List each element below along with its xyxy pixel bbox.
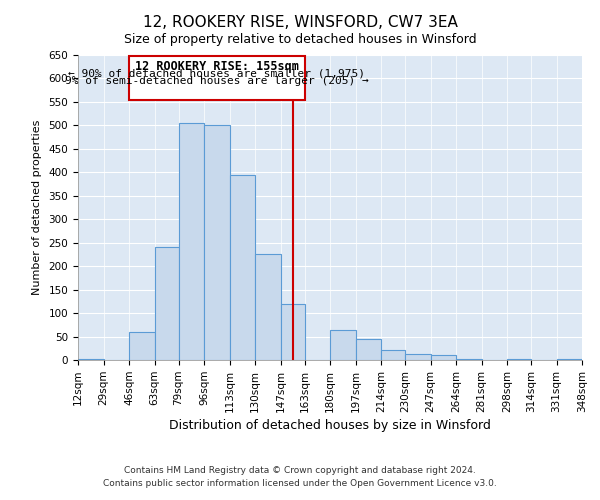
Text: 12 ROOKERY RISE: 155sqm: 12 ROOKERY RISE: 155sqm bbox=[135, 60, 299, 72]
Text: Size of property relative to detached houses in Winsford: Size of property relative to detached ho… bbox=[124, 32, 476, 46]
Bar bbox=[255, 254, 281, 360]
Bar bbox=[355, 339, 381, 360]
Bar bbox=[281, 304, 305, 360]
Text: 12, ROOKERY RISE, WINSFORD, CW7 3EA: 12, ROOKERY RISE, WINSFORD, CW7 3EA bbox=[143, 15, 457, 30]
Text: 9% of semi-detached houses are larger (205) →: 9% of semi-detached houses are larger (2… bbox=[65, 76, 368, 86]
X-axis label: Distribution of detached houses by size in Winsford: Distribution of detached houses by size … bbox=[169, 419, 491, 432]
Bar bbox=[155, 248, 179, 360]
Bar bbox=[78, 358, 104, 360]
Bar bbox=[431, 356, 456, 360]
Bar bbox=[179, 123, 204, 360]
Bar bbox=[405, 354, 431, 360]
Bar bbox=[456, 358, 482, 360]
Bar bbox=[129, 332, 155, 360]
Bar bbox=[204, 126, 229, 360]
Bar bbox=[381, 350, 405, 360]
Bar bbox=[229, 174, 255, 360]
Bar bbox=[330, 330, 355, 360]
FancyBboxPatch shape bbox=[129, 56, 305, 100]
Text: ← 90% of detached houses are smaller (1,975): ← 90% of detached houses are smaller (1,… bbox=[68, 68, 365, 78]
Bar bbox=[507, 358, 531, 360]
Y-axis label: Number of detached properties: Number of detached properties bbox=[32, 120, 41, 295]
Bar bbox=[557, 358, 582, 360]
Text: Contains HM Land Registry data © Crown copyright and database right 2024.
Contai: Contains HM Land Registry data © Crown c… bbox=[103, 466, 497, 487]
